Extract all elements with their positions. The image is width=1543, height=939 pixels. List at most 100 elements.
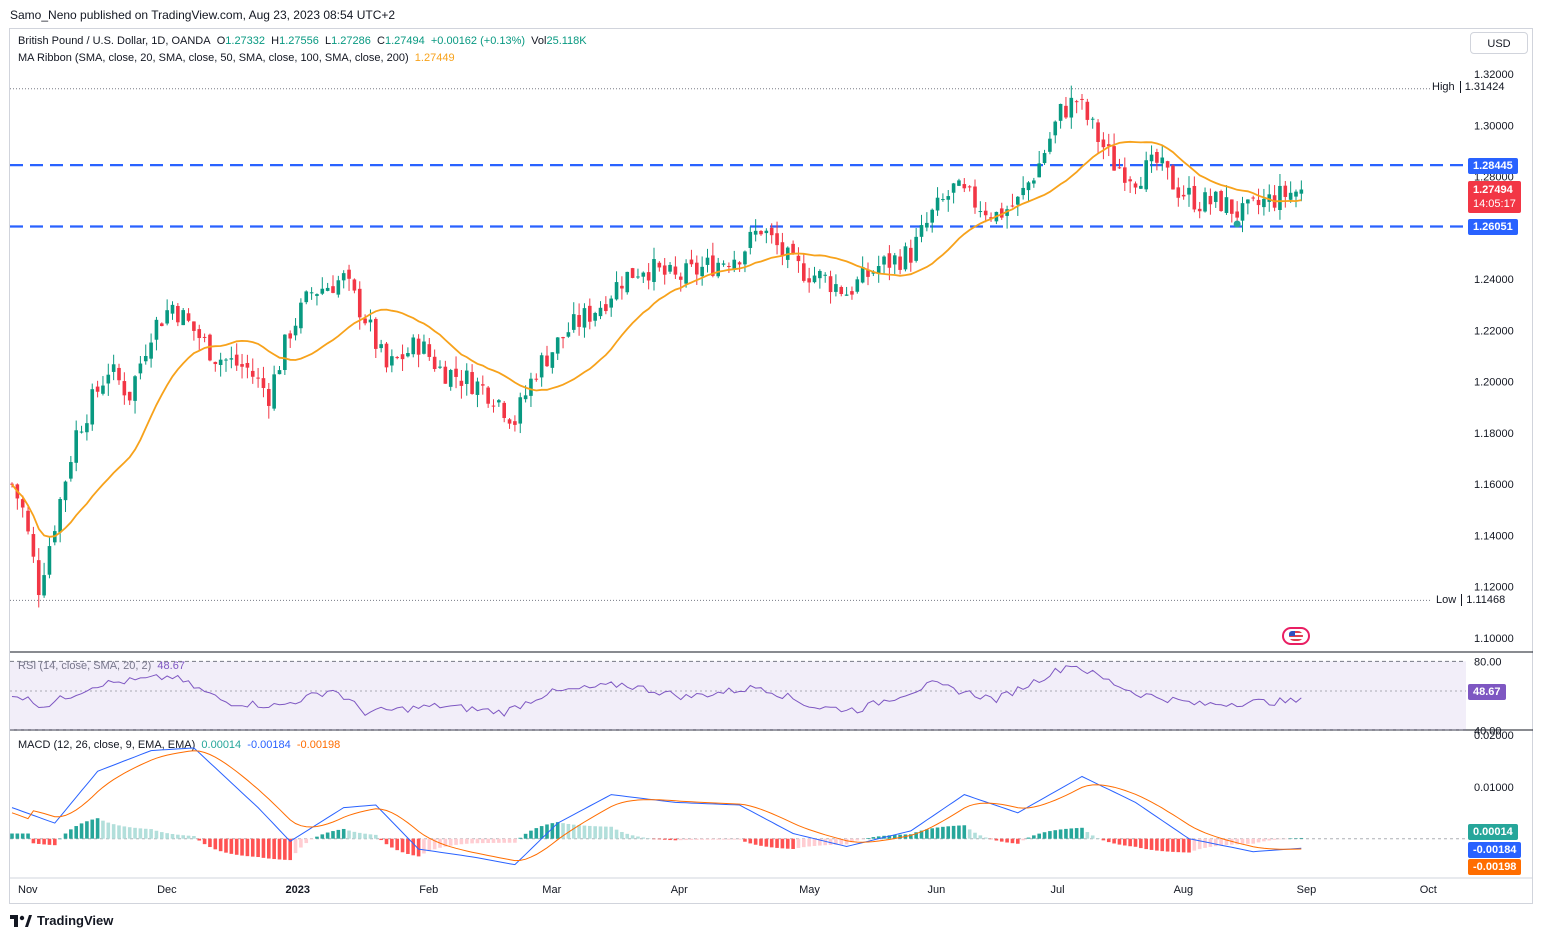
price-tick-label: 1.20000 xyxy=(1474,377,1514,389)
macd-histogram-bar xyxy=(347,830,351,839)
price-tick-label: 1.12000 xyxy=(1474,582,1514,594)
current-price-tag: 1.27494 14:05:17 xyxy=(1468,181,1521,213)
currency-button[interactable]: USD xyxy=(1470,32,1528,54)
macd-histogram-bar xyxy=(315,836,319,839)
macd-histogram-bar xyxy=(363,833,367,839)
macd-histogram-bar xyxy=(1053,830,1058,839)
macd-histogram-bar xyxy=(1144,838,1148,850)
macd-line-value: -0.00184 xyxy=(247,739,291,751)
macd-histogram-bar xyxy=(213,838,218,850)
macd-histogram-bar xyxy=(470,838,474,844)
candle-body xyxy=(491,405,496,407)
candle-body xyxy=(903,246,908,270)
macd-histogram-bar xyxy=(443,838,448,847)
candle-body xyxy=(700,266,704,277)
candle-body xyxy=(529,378,533,396)
macd-histogram-bar xyxy=(165,833,169,839)
candle-body xyxy=(315,294,319,296)
symbol-legend[interactable]: British Pound / U.S. Dollar, 1D, OANDA O… xyxy=(18,35,587,47)
tradingview-logo-icon xyxy=(10,914,32,927)
open-label: O xyxy=(216,35,226,47)
candle-body xyxy=(978,211,983,213)
candle-body xyxy=(614,282,619,300)
macd-histogram-bar xyxy=(1080,827,1084,839)
tradingview-logo[interactable]: TradingView xyxy=(10,913,113,928)
candle-body xyxy=(539,355,544,378)
candle-body xyxy=(395,357,399,359)
candle-body xyxy=(727,266,731,268)
macd-histogram-bar xyxy=(534,828,539,839)
candle-body xyxy=(224,359,228,361)
ma-ribbon-legend[interactable]: MA Ribbon (SMA, close, 20, SMA, close, 5… xyxy=(18,52,455,64)
brand-name: TradingView xyxy=(37,913,114,928)
rsi-tick-label: 40.00 xyxy=(1474,725,1502,737)
candle-body xyxy=(170,304,175,314)
candle-body xyxy=(245,362,250,368)
macd-histogram-bar xyxy=(374,834,378,839)
macd-histogram-bar xyxy=(448,838,453,846)
candle-body xyxy=(716,262,720,277)
candle-body xyxy=(764,230,769,234)
candle-body xyxy=(42,575,46,596)
dividend-marker-icon xyxy=(1233,220,1241,228)
macd-histogram-bar xyxy=(1026,837,1031,839)
macd-histogram-bar xyxy=(224,838,228,853)
macd-legend[interactable]: MACD (12, 26, close, 9, EMA, EMA) 0.0001… xyxy=(18,739,340,751)
candle-body xyxy=(946,196,951,200)
macd-name: MACD (12, 26, close, 9, EMA, EMA) xyxy=(18,739,196,751)
macd-histogram-bar xyxy=(957,825,961,839)
macd-histogram-bar xyxy=(1112,838,1116,844)
macd-histogram-bar xyxy=(582,825,587,839)
candle-body xyxy=(866,269,870,277)
candle-body xyxy=(668,264,672,272)
candle-body xyxy=(1032,180,1036,184)
low-value: 1.27286 xyxy=(331,35,371,47)
candle-body xyxy=(234,354,239,366)
candle-body xyxy=(1299,189,1304,194)
candle-body xyxy=(1037,163,1041,178)
macd-histogram-bar xyxy=(721,838,726,840)
macd-histogram-bar xyxy=(689,838,694,840)
macd-histogram-bar xyxy=(331,831,335,839)
candle-body xyxy=(154,319,159,340)
candle-body xyxy=(250,370,255,377)
macd-histogram-bar xyxy=(491,838,496,843)
candle-body xyxy=(1224,197,1229,213)
candle-body xyxy=(283,334,287,370)
macd-histogram-bar xyxy=(1197,838,1202,850)
publisher-line: Samo_Neno published on TradingView.com, … xyxy=(10,8,396,22)
rsi-legend[interactable]: RSI (14, close, SMA, 20, 2) 48.67 xyxy=(18,660,185,672)
macd-histogram-bar xyxy=(866,837,870,839)
macd-histogram-bar xyxy=(999,838,1004,842)
candle-body xyxy=(368,319,373,323)
candle-body xyxy=(1139,185,1143,189)
candle-body xyxy=(481,384,485,386)
price-tick-label: 1.18000 xyxy=(1474,428,1514,440)
macd-histogram-bar xyxy=(1032,835,1036,839)
candle-body xyxy=(127,391,132,401)
candle-body xyxy=(432,356,437,370)
macd-histogram-bar xyxy=(1069,828,1074,839)
candle-body xyxy=(705,257,710,265)
us-flag-event-icon[interactable] xyxy=(1282,627,1310,645)
macd-histogram-bar xyxy=(941,826,945,839)
candle-body xyxy=(10,483,14,485)
candle-body xyxy=(1042,153,1047,164)
macd-histogram-bar xyxy=(930,828,934,839)
macd-histogram-bar xyxy=(250,838,255,857)
candle-body xyxy=(871,272,876,274)
high-marker-label: High xyxy=(1432,81,1455,93)
macd-histogram-bar xyxy=(598,826,603,839)
macd-histogram-bar xyxy=(636,836,640,839)
candle-body xyxy=(90,389,95,425)
macd-histogram-bar xyxy=(844,838,849,845)
macd-histogram-bar xyxy=(566,823,571,839)
macd-histogram-bar xyxy=(668,838,672,841)
macd-histogram-bar xyxy=(176,834,180,839)
macd-histogram-bar xyxy=(208,838,212,848)
macd-histogram-bar xyxy=(117,825,121,839)
macd-histogram-bar xyxy=(684,838,688,841)
candle-body xyxy=(812,275,817,283)
candle-body xyxy=(1213,191,1218,202)
